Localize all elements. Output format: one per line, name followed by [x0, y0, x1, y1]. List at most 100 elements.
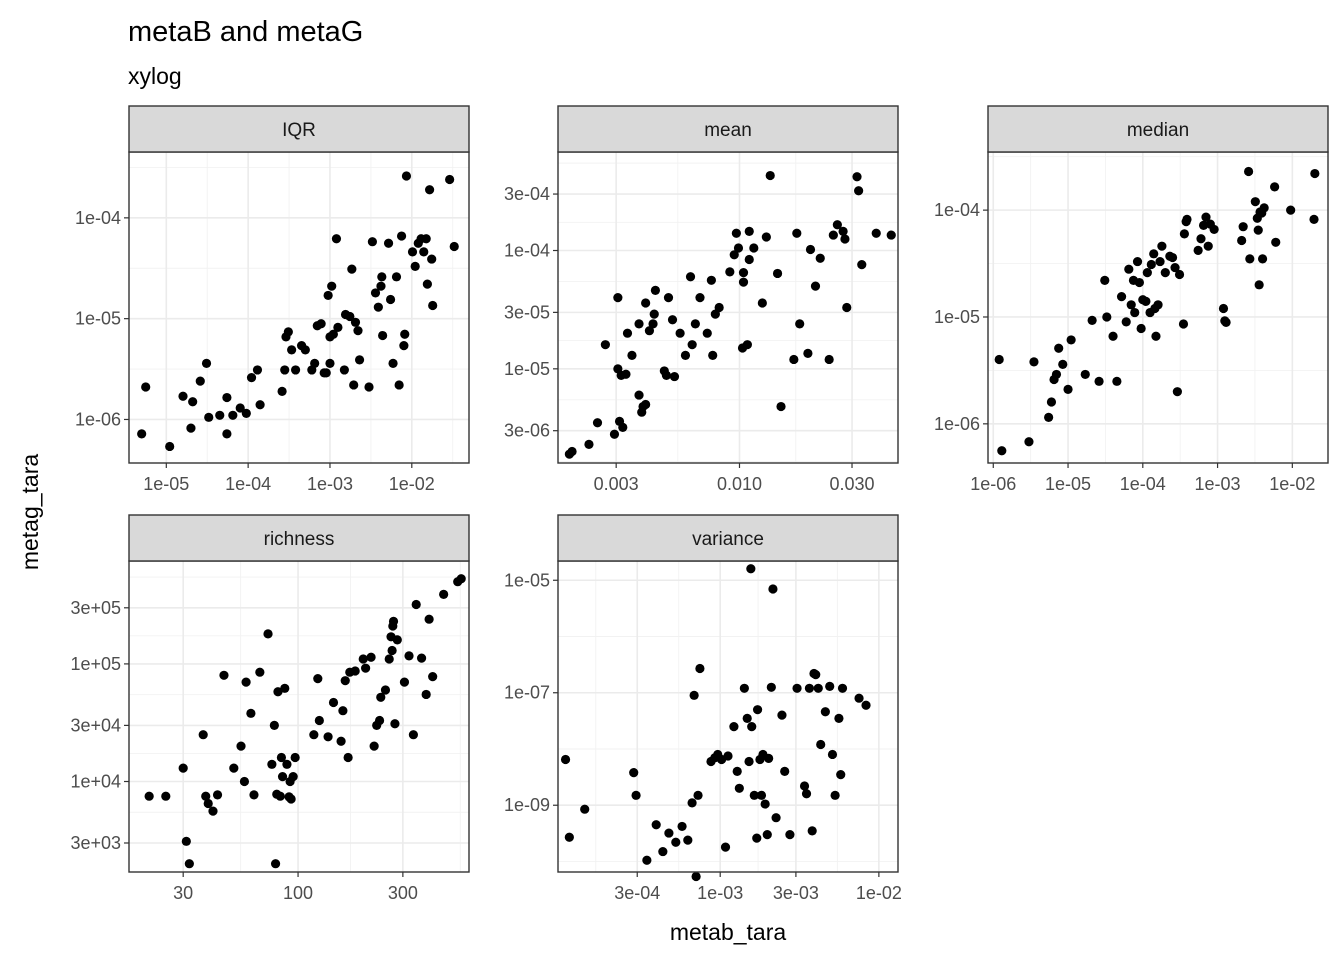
data-point: [328, 329, 338, 339]
data-point: [827, 749, 838, 760]
data-point: [277, 386, 287, 396]
data-point: [313, 673, 323, 684]
x-tick-label: 0.003: [594, 474, 639, 494]
data-point: [416, 653, 427, 663]
data-point: [1146, 259, 1156, 270]
data-point: [204, 412, 214, 422]
data-point: [235, 403, 245, 413]
data-point: [752, 833, 762, 843]
x-tick-label: 1e-05: [1045, 474, 1091, 494]
data-point: [658, 846, 668, 857]
data-point: [400, 329, 410, 339]
x-tick-label: 3e-04: [614, 883, 660, 903]
data-point: [854, 693, 864, 703]
data-point: [1237, 235, 1247, 246]
data-point: [323, 732, 333, 742]
data-point: [229, 763, 239, 773]
y-tick-label: 1e+04: [70, 772, 121, 792]
data-point: [1108, 331, 1118, 341]
data-point: [378, 330, 388, 341]
x-tick-label: 100: [283, 883, 313, 903]
data-point: [871, 228, 881, 238]
data-point: [421, 689, 431, 700]
x-tick-label: 1e-03: [697, 883, 743, 903]
data-point: [188, 397, 198, 407]
data-point: [1100, 275, 1110, 285]
data-point: [768, 584, 778, 594]
data-point: [777, 710, 787, 720]
chart-subtitle: xylog: [128, 63, 182, 89]
data-point: [641, 399, 651, 410]
data-point: [384, 654, 394, 664]
data-point: [428, 671, 438, 682]
data-point: [255, 400, 265, 410]
data-point: [267, 759, 277, 769]
data-point: [747, 722, 757, 732]
x-tick-label: 0.010: [717, 474, 762, 494]
data-point: [280, 683, 290, 693]
data-point: [208, 806, 218, 816]
x-tick-label: 1e-06: [970, 474, 1016, 494]
data-point: [184, 859, 194, 869]
data-point: [792, 228, 802, 238]
data-point: [651, 820, 661, 830]
data-point: [627, 350, 637, 360]
data-point: [642, 855, 652, 865]
data-point: [273, 687, 283, 697]
data-point: [1044, 412, 1054, 422]
data-point: [1126, 300, 1136, 310]
data-point: [277, 772, 288, 782]
data-point: [1218, 303, 1229, 314]
data-point: [411, 599, 421, 610]
data-point: [861, 700, 871, 710]
data-point: [744, 756, 754, 767]
data-point: [732, 766, 742, 776]
data-point: [663, 292, 674, 303]
data-point: [816, 739, 826, 750]
data-point: [358, 654, 368, 664]
data-point: [300, 345, 310, 355]
data-point: [1155, 256, 1165, 267]
data-point: [805, 244, 816, 255]
data-point: [282, 759, 292, 769]
data-point: [222, 429, 232, 439]
data-point: [1238, 222, 1248, 232]
data-point: [669, 371, 680, 382]
data-point: [729, 250, 739, 260]
facet-strip: [557, 514, 899, 562]
y-tick-label: 3e+05: [70, 598, 121, 618]
data-point: [404, 651, 414, 661]
data-point: [685, 272, 696, 282]
data-point: [241, 408, 251, 418]
data-point: [401, 171, 412, 181]
data-point: [350, 317, 361, 327]
data-point: [1286, 205, 1296, 215]
data-point: [675, 328, 685, 338]
data-point: [394, 380, 404, 390]
data-point: [222, 392, 232, 403]
data-point: [456, 574, 466, 584]
data-point: [374, 715, 385, 726]
data-point: [283, 327, 293, 337]
data-point: [776, 401, 786, 412]
data-point: [1245, 254, 1255, 264]
facet-strip: [987, 105, 1329, 153]
data-point: [1087, 315, 1097, 325]
data-point: [815, 253, 825, 263]
data-point: [613, 292, 623, 303]
data-point: [1102, 312, 1112, 322]
x-tick-label: 3e-03: [773, 883, 819, 903]
data-point: [1149, 249, 1159, 259]
data-point: [310, 358, 320, 368]
data-point: [832, 220, 842, 230]
data-point: [422, 279, 432, 289]
data-point: [837, 683, 848, 693]
plot-background: [129, 561, 469, 872]
chart-title: metaB and metaG: [128, 16, 363, 48]
data-point: [1167, 252, 1178, 263]
facet-strip-label: variance: [692, 529, 764, 550]
facet-strip-label: mean: [704, 120, 752, 141]
data-point: [631, 790, 641, 800]
y-tick-label: 3e-05: [504, 302, 550, 322]
data-point: [383, 238, 394, 248]
